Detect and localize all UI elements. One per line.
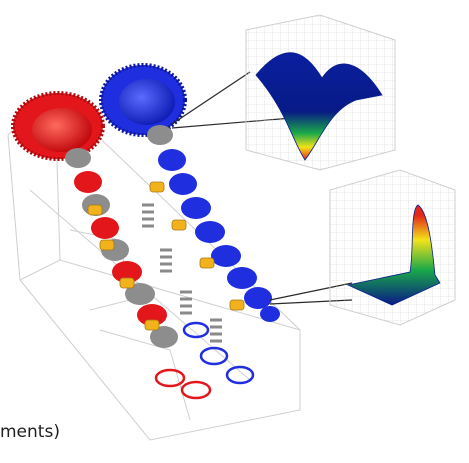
surface-plot-lower bbox=[329, 169, 456, 326]
right-camshaft-icon bbox=[99, 63, 280, 322]
valve-spring-icon bbox=[87, 181, 255, 400]
left-cam-shaft bbox=[65, 148, 178, 348]
surface-plot-icon bbox=[245, 14, 396, 171]
right-cam-shaft bbox=[147, 125, 280, 322]
caption-fragment: ments) bbox=[0, 422, 60, 442]
left-cam-gear-hub bbox=[32, 108, 92, 152]
right-cam-gear-hub bbox=[119, 79, 175, 125]
